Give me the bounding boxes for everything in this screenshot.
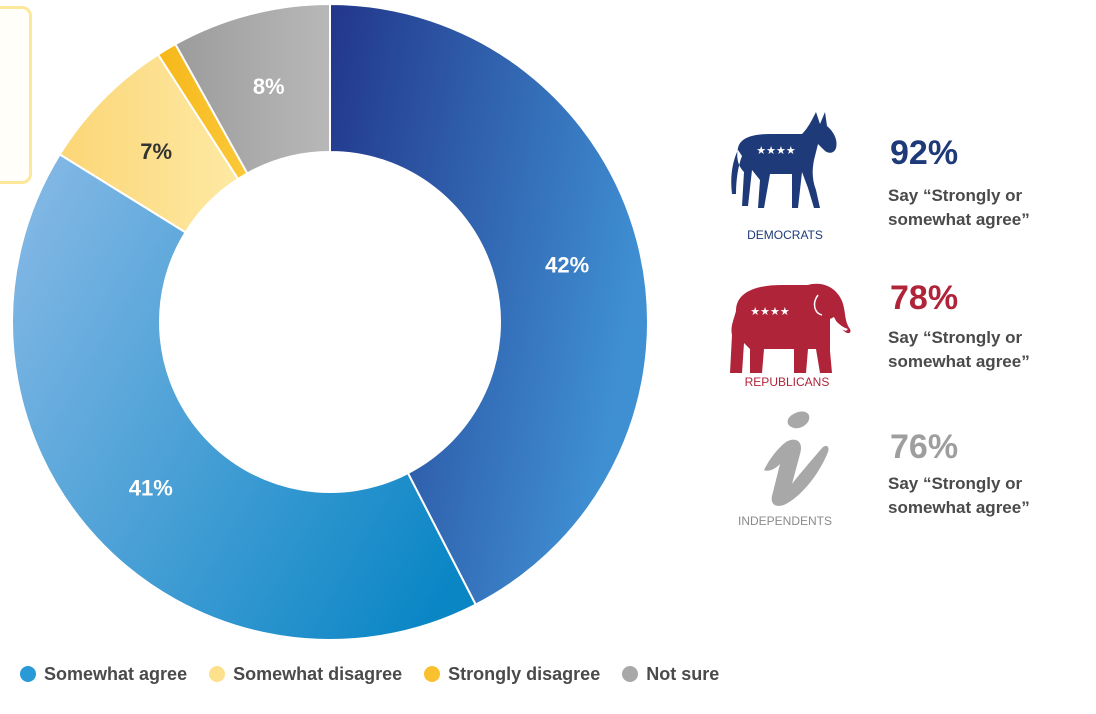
- party-name-independents: INDEPENDENTS: [737, 514, 832, 528]
- party-republicans: ★★★★ REPUBLICANS 78% Say “Strongly or so…: [720, 265, 1090, 395]
- svg-text:★★★★: ★★★★: [750, 306, 790, 318]
- chart-legend: ee Somewhat agree Somewhat disagree Stro…: [0, 660, 741, 688]
- legend-label: Somewhat agree: [44, 663, 188, 684]
- party-percent-republicans: 78%: [890, 279, 959, 317]
- party-name-republicans: REPUBLICANS: [744, 375, 830, 389]
- legend-label: Somewhat disagree: [233, 663, 403, 684]
- legend-swatch: [622, 666, 639, 682]
- legend-label: Strongly disagree: [448, 663, 601, 684]
- data-label-not-sure: 8%: [253, 74, 285, 99]
- data-label-somewhat-disagree: 7%: [140, 139, 172, 164]
- party-desc-line1-independents: Say “Strongly or: [888, 474, 1023, 493]
- independent-icon: [764, 411, 829, 506]
- legend-swatch: [424, 666, 441, 682]
- party-desc-line1-republicans: Say “Strongly or: [888, 328, 1023, 347]
- donut-slice-somewhat-agree: [11, 152, 478, 641]
- legend-item-somewhat-agree: Somewhat agree: [20, 664, 187, 685]
- party-desc-line1-democrats: Say “Strongly or: [888, 186, 1023, 205]
- party-independents: INDEPENDENTS 76% Say “Strongly or somewh…: [720, 410, 1090, 540]
- party-name-democrats: DEMOCRATS: [747, 228, 823, 242]
- legend-label: Not sure: [646, 663, 720, 684]
- party-democrats: ★★★★ DEMOCRATS 92% Say “Strongly or some…: [720, 100, 1090, 250]
- legend-item-somewhat-disagree: Somewhat disagree: [209, 664, 402, 685]
- party-desc-line2-independents: somewhat agree”: [888, 498, 1030, 517]
- legend-item-not-sure: Not sure: [622, 664, 719, 685]
- donkey-icon: ★★★★: [731, 112, 837, 208]
- data-label-strongly-agree: 42%: [545, 252, 589, 277]
- donut-slice-not-sure: [174, 2, 331, 175]
- callout-box: [0, 6, 32, 184]
- elephant-icon: ★★★★: [730, 283, 851, 373]
- svg-text:★★★★: ★★★★: [756, 145, 796, 157]
- party-desc-line2-republicans: somewhat agree”: [888, 352, 1030, 371]
- legend-swatch: [20, 666, 37, 682]
- data-label-somewhat-agree: 41%: [129, 476, 173, 501]
- party-desc-line2-democrats: somewhat agree”: [888, 210, 1030, 229]
- donut-slice-strongly-agree: [329, 2, 649, 606]
- legend-item-strongly-disagree: Strongly disagree: [424, 664, 600, 685]
- party-percent-democrats: 92%: [890, 134, 959, 172]
- legend-swatch: [209, 666, 226, 682]
- party-percent-independents: 76%: [890, 428, 959, 466]
